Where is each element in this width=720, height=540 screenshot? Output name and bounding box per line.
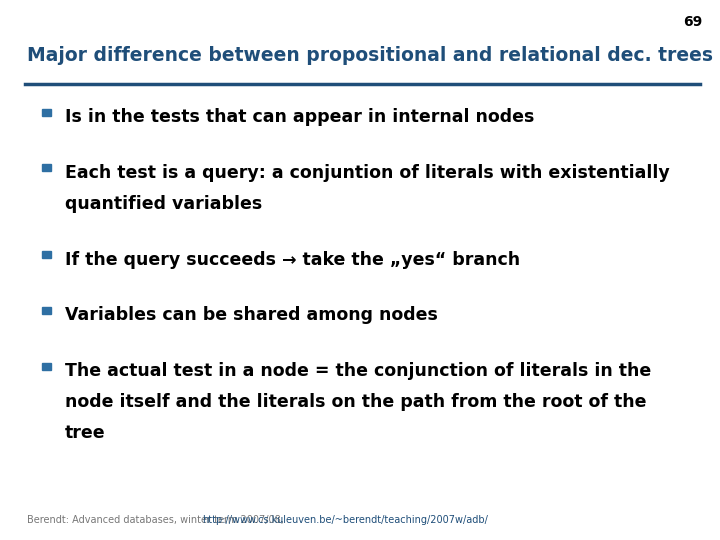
Text: If the query succeeds → take the „yes“ branch: If the query succeeds → take the „yes“ b… <box>65 251 520 268</box>
Text: http://www.cs.kuleuven.be/~berendt/teaching/2007w/adb/: http://www.cs.kuleuven.be/~berendt/teach… <box>202 515 488 525</box>
Text: Major difference between propositional and relational dec. trees: Major difference between propositional a… <box>27 46 714 65</box>
Text: Is in the tests that can appear in internal nodes: Is in the tests that can appear in inter… <box>65 108 534 126</box>
Text: 69: 69 <box>683 15 702 29</box>
Text: node itself and the literals on the path from the root of the: node itself and the literals on the path… <box>65 393 647 411</box>
Text: Berendt: Advanced databases, winter term 2007/08,: Berendt: Advanced databases, winter term… <box>27 515 287 525</box>
Text: The actual test in a node = the conjunction of literals in the: The actual test in a node = the conjunct… <box>65 362 651 380</box>
Text: tree: tree <box>65 424 105 442</box>
Text: Each test is a query: a conjuntion of literals with existentially: Each test is a query: a conjuntion of li… <box>65 164 670 181</box>
Text: Variables can be shared among nodes: Variables can be shared among nodes <box>65 306 438 324</box>
Text: quantified variables: quantified variables <box>65 195 262 213</box>
